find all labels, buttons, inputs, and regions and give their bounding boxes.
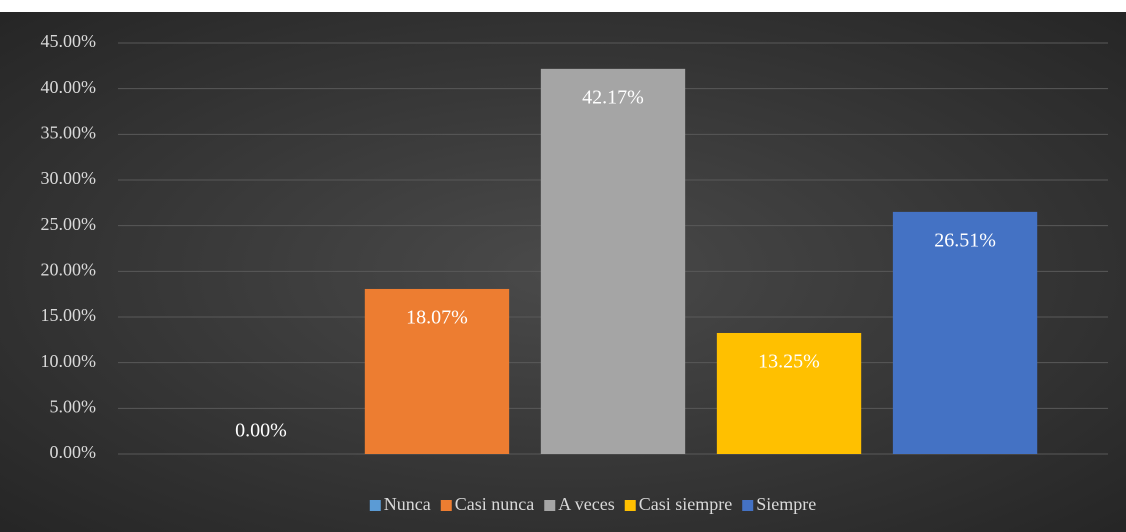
legend-label: Casi siempre <box>639 494 732 514</box>
legend-swatch <box>440 500 452 511</box>
y-tick-label: 45.00% <box>41 31 97 51</box>
y-tick-label: 25.00% <box>41 214 97 234</box>
y-tick-label: 40.00% <box>41 77 97 97</box>
data-label: 42.17% <box>582 86 644 108</box>
y-tick-label: 0.00% <box>50 442 97 462</box>
data-label: 18.07% <box>406 307 468 329</box>
bar <box>892 211 1038 454</box>
legend-swatch <box>742 500 754 511</box>
legend-label: Nunca <box>384 494 431 514</box>
legend-swatch <box>369 500 381 511</box>
legend-swatch <box>544 500 556 511</box>
y-tick-label: 35.00% <box>41 122 97 142</box>
legend-label: Casi nunca <box>455 494 534 514</box>
bar <box>716 332 862 454</box>
legend-label: A veces <box>558 494 614 514</box>
bar <box>540 68 686 454</box>
y-tick-label: 10.00% <box>41 351 97 371</box>
data-label: 0.00% <box>235 420 287 442</box>
y-tick-label: 30.00% <box>41 168 97 188</box>
y-tick-label: 15.00% <box>41 305 97 325</box>
data-label: 13.25% <box>758 351 820 373</box>
legend-label: Siempre <box>756 494 816 514</box>
bar <box>364 288 510 454</box>
y-tick-label: 20.00% <box>41 259 97 279</box>
data-label: 26.51% <box>934 229 996 251</box>
y-tick-label: 5.00% <box>50 396 97 416</box>
legend-swatch <box>624 500 636 511</box>
